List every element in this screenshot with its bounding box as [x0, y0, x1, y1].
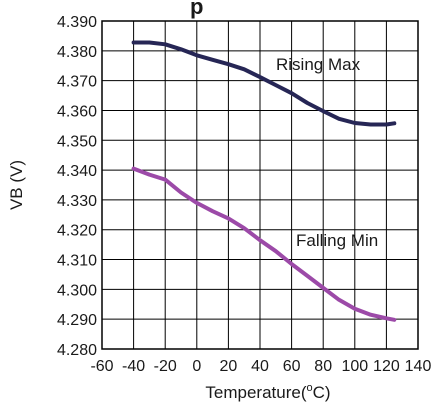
y-axis-label: VB (V)	[7, 160, 26, 210]
series-line-falling-min	[131, 166, 397, 322]
y-axis-ticks: 4.280 4.290 4.300 4.310 4.320 4.330 4.340 4.350…	[57, 14, 97, 359]
y-tick-label: 4.310	[57, 253, 97, 270]
x-tick-label: -20	[154, 358, 177, 375]
y-tick-label: 4.300	[57, 282, 97, 299]
y-tick-label: 4.280	[57, 342, 97, 359]
x-axis-ticks: -60 -40 -20 0 20 40 60 80 100 120 140	[90, 358, 431, 375]
x-axis-label-unit: C)	[313, 383, 331, 402]
x-tick-label: 20	[220, 358, 238, 375]
x-tick-label: 0	[192, 358, 201, 375]
x-tick-label: 140	[405, 358, 432, 375]
y-tick-label: 4.340	[57, 163, 97, 180]
x-tick-label: 80	[314, 358, 332, 375]
x-tick-label: -60	[90, 358, 113, 375]
x-tick-label: -40	[122, 358, 145, 375]
grid	[101, 20, 419, 350]
y-tick-label: 4.320	[57, 223, 97, 240]
series-label-rising-max: Rising Max	[276, 55, 361, 74]
y-tick-label: 4.360	[57, 103, 97, 120]
chart-title: p	[190, 0, 203, 19]
x-tick-label: 100	[341, 358, 368, 375]
x-tick-label: 60	[283, 358, 301, 375]
y-tick-label: 4.330	[57, 193, 97, 210]
series	[131, 40, 397, 322]
x-axis-label: Temperature(oC)	[205, 382, 330, 402]
y-tick-label: 4.370	[57, 74, 97, 91]
x-tick-label: 120	[373, 358, 400, 375]
y-tick-label: 4.350	[57, 133, 97, 150]
y-tick-label: 4.380	[57, 44, 97, 61]
x-axis-label-degree: o	[307, 382, 313, 394]
plot-frame	[101, 20, 419, 350]
y-tick-label: 4.390	[57, 14, 97, 31]
x-tick-label: 40	[251, 358, 269, 375]
series-label-falling-min: Falling Min	[296, 231, 378, 250]
y-tick-label: 4.290	[57, 312, 97, 329]
series-line-rising-max	[131, 40, 397, 127]
x-axis-label-main: Temperature(	[205, 383, 306, 402]
